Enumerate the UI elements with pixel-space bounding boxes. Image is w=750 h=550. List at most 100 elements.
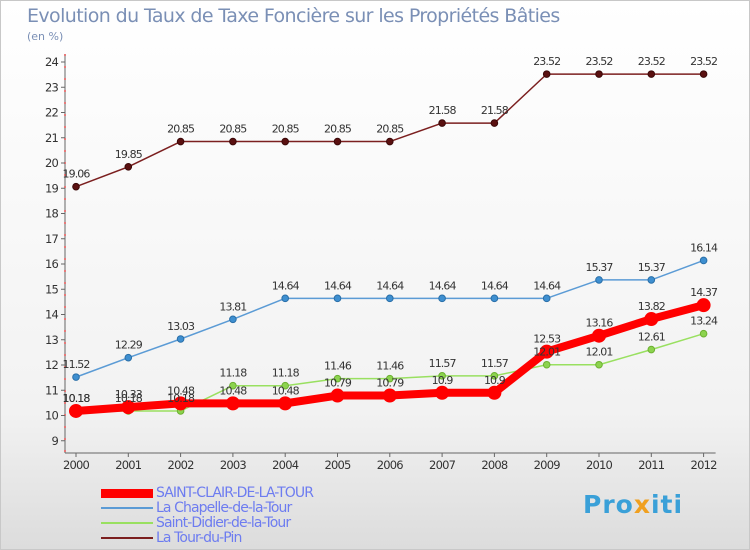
data-point bbox=[281, 381, 290, 390]
data-point bbox=[490, 372, 499, 380]
data-label: 10.48 bbox=[272, 384, 300, 397]
data-point bbox=[435, 385, 450, 400]
y-tick-label: 23 bbox=[45, 80, 59, 94]
y-tick-label: 15 bbox=[45, 282, 59, 296]
data-point bbox=[647, 70, 656, 78]
data-label: 10.48 bbox=[219, 384, 247, 397]
data-point bbox=[176, 335, 185, 343]
data-point bbox=[124, 353, 133, 362]
y-tick-label: 21 bbox=[45, 131, 59, 145]
y-tick-label: 14 bbox=[45, 308, 59, 322]
data-label: 14.64 bbox=[376, 279, 404, 292]
data-point bbox=[438, 372, 446, 380]
data-label: 14.64 bbox=[481, 279, 509, 292]
y-tick-label: 18 bbox=[45, 207, 59, 221]
data-point bbox=[382, 388, 397, 403]
data-point bbox=[647, 276, 656, 284]
data-point bbox=[229, 137, 237, 146]
data-label: 14.64 bbox=[324, 279, 352, 292]
data-label: 15.37 bbox=[586, 261, 614, 274]
legend-item: La Chapelle-de-la-Tour bbox=[101, 500, 292, 516]
data-point bbox=[592, 328, 606, 343]
x-tick-label: 2011 bbox=[638, 458, 665, 472]
data-label: 14.64 bbox=[429, 279, 457, 292]
data-point bbox=[542, 70, 551, 78]
data-label: 12.01 bbox=[586, 346, 613, 359]
data-label: 19.85 bbox=[115, 148, 143, 161]
data-point bbox=[595, 360, 603, 369]
x-tick-label: 2010 bbox=[586, 458, 613, 472]
y-tick-label: 16 bbox=[45, 257, 59, 271]
data-label: 13.03 bbox=[167, 320, 195, 333]
legend-label: La Chapelle-de-la-Tour bbox=[156, 500, 292, 516]
data-point bbox=[386, 137, 394, 146]
data-point bbox=[539, 344, 554, 359]
x-tick-label: 2000 bbox=[63, 458, 90, 472]
unit-label: (en %) bbox=[27, 30, 64, 43]
x-tick-label: 2009 bbox=[534, 458, 561, 472]
data-label: 10.18 bbox=[63, 392, 91, 405]
data-point bbox=[696, 298, 711, 313]
data-label: 23.52 bbox=[690, 55, 717, 68]
data-point bbox=[229, 315, 237, 324]
data-label: 13.81 bbox=[219, 300, 246, 313]
data-point bbox=[595, 276, 603, 284]
data-point bbox=[487, 385, 502, 400]
x-tick-label: 2003 bbox=[220, 458, 247, 472]
data-label: 10.33 bbox=[115, 388, 143, 401]
data-point bbox=[333, 374, 342, 383]
data-point bbox=[699, 70, 708, 78]
legend-label: Saint-Didier-de-la-Tour bbox=[156, 515, 291, 531]
data-label: 12.01 bbox=[533, 346, 560, 359]
data-label: 14.64 bbox=[272, 279, 300, 292]
data-point bbox=[69, 403, 83, 418]
legend-item: La Tour-du-Pin bbox=[101, 530, 242, 546]
legend-label: SAINT-CLAIR-DE-LA-TOUR bbox=[156, 485, 314, 501]
x-tick-label: 2002 bbox=[168, 458, 195, 472]
data-point bbox=[647, 345, 656, 354]
x-tick-label: 2005 bbox=[324, 458, 351, 472]
data-label: 10.18 bbox=[63, 392, 91, 405]
y-tick-label: 24 bbox=[45, 55, 59, 69]
y-tick-label: 13 bbox=[45, 333, 59, 347]
legend-item: Saint-Didier-de-la-Tour bbox=[101, 515, 291, 531]
data-label: 12.61 bbox=[638, 331, 665, 344]
x-tick-label: 2007 bbox=[429, 458, 456, 472]
data-label: 23.52 bbox=[638, 55, 665, 68]
data-label: 23.52 bbox=[586, 55, 613, 68]
data-label: 11.57 bbox=[429, 357, 457, 370]
data-label: 11.18 bbox=[272, 367, 300, 380]
data-point bbox=[173, 396, 188, 411]
data-point bbox=[438, 119, 446, 127]
data-label: 20.85 bbox=[376, 123, 404, 136]
y-tick-label: 22 bbox=[45, 106, 59, 120]
data-label: 13.16 bbox=[586, 317, 614, 330]
data-point bbox=[386, 294, 394, 303]
legend-item: SAINT-CLAIR-DE-LA-TOUR bbox=[101, 485, 314, 501]
data-label: 15.37 bbox=[638, 261, 666, 274]
legend-swatch bbox=[101, 522, 153, 524]
data-point bbox=[281, 137, 290, 146]
data-point bbox=[281, 294, 290, 303]
data-point bbox=[72, 373, 80, 381]
data-label: 10.79 bbox=[324, 377, 352, 390]
data-point bbox=[72, 182, 80, 191]
data-label: 16.14 bbox=[690, 241, 718, 254]
data-point bbox=[229, 381, 237, 390]
data-point bbox=[490, 119, 499, 127]
data-label: 12.53 bbox=[533, 333, 561, 346]
data-label: 21.58 bbox=[429, 104, 457, 117]
data-label: 14.37 bbox=[690, 286, 718, 299]
data-point bbox=[699, 256, 708, 265]
data-label: 14.64 bbox=[533, 279, 561, 292]
y-tick-label: 17 bbox=[45, 232, 59, 246]
data-label: 20.85 bbox=[219, 123, 247, 136]
data-label: 21.58 bbox=[481, 104, 509, 117]
proxiti-logo: Proxiti bbox=[583, 490, 684, 519]
data-point bbox=[699, 329, 708, 338]
data-point bbox=[333, 294, 342, 303]
legend-swatch bbox=[101, 507, 153, 509]
data-label: 11.57 bbox=[481, 357, 509, 370]
